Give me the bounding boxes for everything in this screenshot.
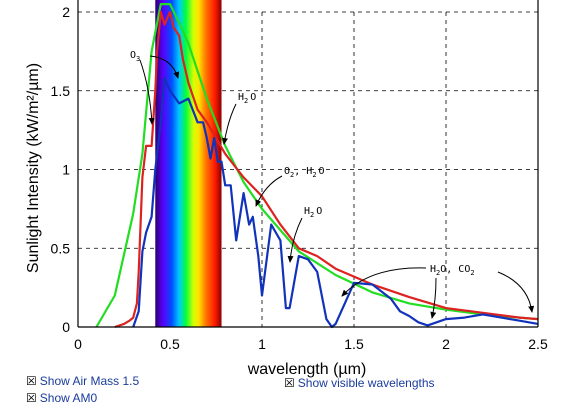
show-air-mass-option[interactable]: ☒ Show Air Mass 1.5 <box>26 374 139 388</box>
visible-spectrum-band <box>155 0 222 327</box>
y-tick-label: 0.5 <box>51 240 71 256</box>
svg-text:H2O: H2 O <box>304 206 322 219</box>
y-tick-label: 1 <box>62 162 70 178</box>
show-visible-wavelengths-label: Show visible wavelengths <box>297 376 435 390</box>
y-tick-label: 2 <box>62 4 70 20</box>
x-tick-label: 1 <box>258 336 266 352</box>
svg-text:H2O: H2 O <box>238 92 256 105</box>
svg-text:O2, H2O: O2, H2 O <box>284 166 325 179</box>
annotation-h2o-co2: H2O, CO2 <box>341 264 535 319</box>
series-line-0 <box>95 2 539 328</box>
show-am0-label: Show AM0 <box>39 391 98 405</box>
x-axis-label: wavelength (µm) <box>247 361 367 378</box>
show-visible-wavelengths-option[interactable]: ☒ Show visible wavelengths <box>284 376 435 390</box>
x-tick-label: 2.5 <box>528 336 548 352</box>
series-line-2 <box>132 76 539 329</box>
x-tick-label: 0.5 <box>160 336 180 352</box>
axes <box>77 0 539 328</box>
y-tick-label: 0 <box>62 319 70 335</box>
x-tick-label: 1.5 <box>344 336 364 352</box>
y-tick-label: 1.5 <box>51 83 71 99</box>
y-axis-label: Sunlight Intensity (kW/m²/µm) <box>25 63 42 273</box>
svg-text:H2O, CO2: H2O, CO2 <box>430 264 475 277</box>
show-am0-option[interactable]: ☒ Show AM0 <box>26 391 97 405</box>
series-line-1 <box>114 10 539 329</box>
annotation-h2o-2: H2 O <box>287 206 322 263</box>
checkbox-checked-icon: ☒ <box>284 376 295 390</box>
show-air-mass-label: Show Air Mass 1.5 <box>39 374 140 388</box>
x-tick-label: 0 <box>74 336 82 352</box>
checkbox-checked-icon: ☒ <box>26 374 37 388</box>
svg-text:O3: O3 <box>130 50 140 63</box>
tick-labels: 0 0.5 1 1.5 2 2.5 0 0.5 1 1.5 2 <box>51 4 548 352</box>
checkbox-checked-icon: ☒ <box>26 391 37 405</box>
annotation-h2o-1: H2 O <box>222 92 256 145</box>
annotation-o2-h2o: O2, H2 O <box>255 166 325 207</box>
x-tick-label: 2 <box>442 336 450 352</box>
annotation-o3: O3 <box>130 50 180 125</box>
series-layer <box>95 2 539 329</box>
